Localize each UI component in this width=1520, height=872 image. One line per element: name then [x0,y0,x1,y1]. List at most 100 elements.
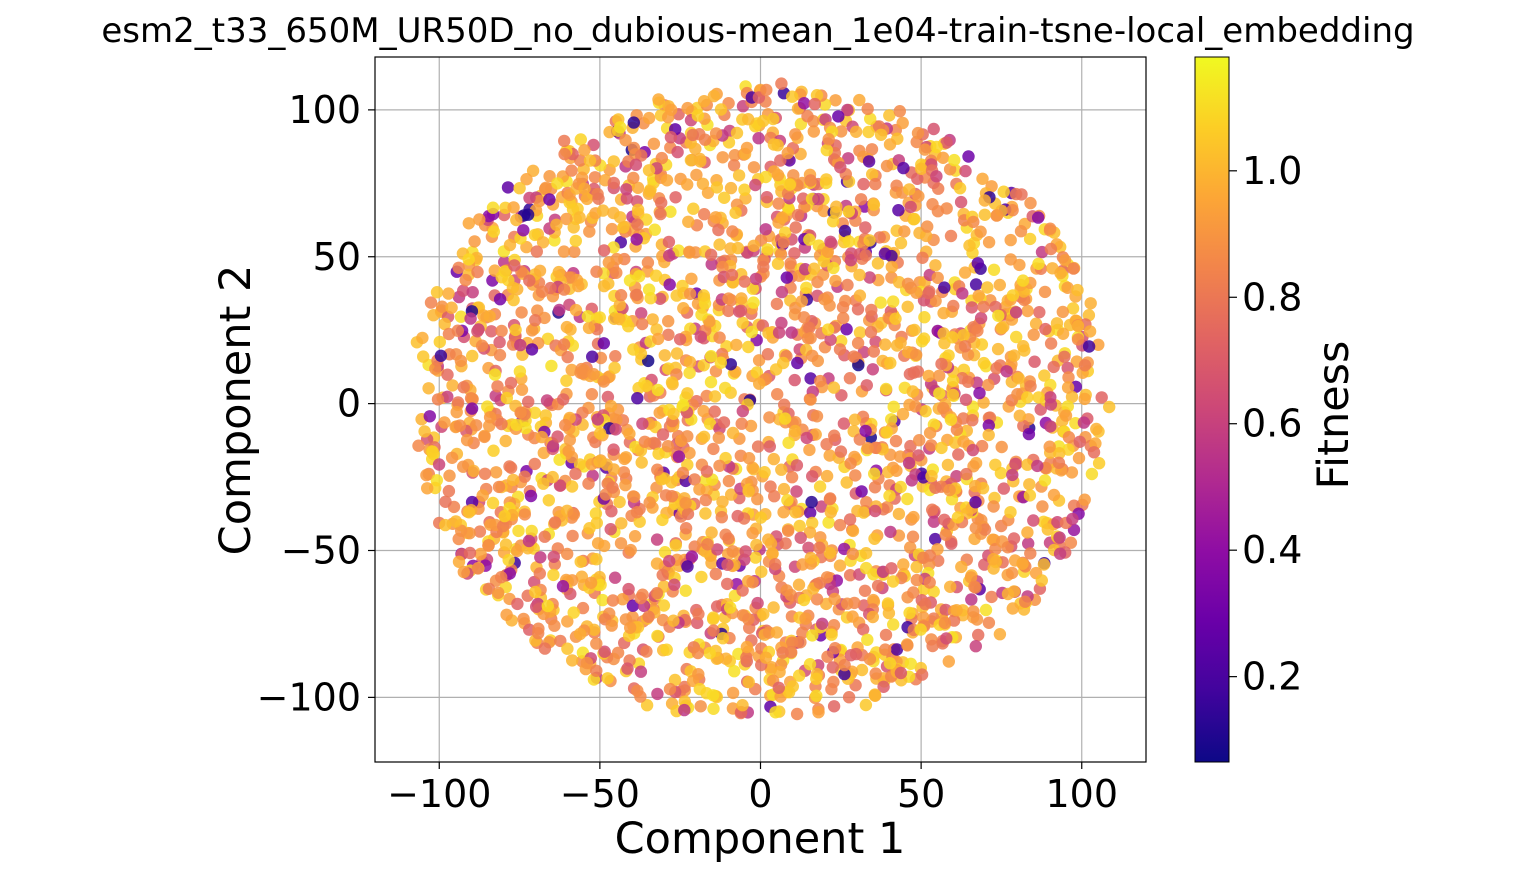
scatter-point [785,326,798,339]
scatter-point [804,174,817,187]
scatter-point [633,270,646,283]
scatter-point [463,546,477,560]
scatter-point [806,470,819,483]
scatter-point [767,452,780,466]
scatter-point [530,245,543,258]
scatter-point [471,265,484,279]
scatter-point [926,503,939,516]
scatter-point [486,274,499,287]
scatter-point [820,438,833,451]
scatter-point [1021,304,1034,318]
scatter-point [651,383,665,397]
scatter-point [959,164,972,178]
scatter-point [947,299,960,313]
scatter-point [736,316,749,329]
scatter-point [631,392,644,405]
scatter-point [497,519,510,533]
scatter-point [701,186,715,199]
scatter-point [952,448,965,461]
scatter-point [670,289,683,302]
scatter-point [896,407,910,421]
scatter-point [655,473,668,486]
scatter-point [971,257,984,270]
scatter-point [507,201,520,214]
scatter-point [478,467,492,480]
scatter-point [722,474,736,488]
scatter-point [941,458,955,472]
scatter-point [508,259,521,272]
scatter-point [578,144,591,157]
scatter-point [621,662,634,675]
scatter-point [907,510,920,524]
scatter-point [1062,371,1075,384]
scatter-point [804,372,817,385]
scatter-point [478,430,491,444]
scatter-point [530,600,543,613]
scatter-point [982,428,995,442]
scatter-point [449,515,463,528]
scatter-point [1067,523,1081,537]
scatter-point [663,249,676,262]
scatter-point [597,375,610,388]
scatter-point [557,245,571,258]
scatter-point [457,284,470,297]
scatter-point [721,558,734,571]
scatter-point [724,181,738,195]
scatter-point [538,311,551,325]
scatter-point [736,404,749,418]
scatter-point [971,324,984,337]
scatter-point [1082,340,1096,353]
scatter-point [797,593,811,607]
scatter-point [462,253,475,266]
scatter-point [493,293,507,306]
scatter-point [1044,420,1057,433]
scatter-point [463,527,476,540]
scatter-point [532,622,545,635]
scatter-point [933,387,946,400]
scatter-point [1027,514,1040,527]
scatter-point [797,311,811,324]
scatter-point [786,90,799,103]
scatter-point [564,587,577,601]
scatter-point [538,530,551,543]
scatter-point [948,153,961,167]
scatter-point [660,643,673,656]
scatter-point [795,295,808,308]
scatter-point [518,470,531,483]
scatter-point [763,440,776,453]
scatter-point [1035,574,1049,587]
scatter-point [582,477,595,490]
scatter-point [635,307,648,320]
scatter-point [416,331,429,345]
scatter-point [944,413,958,426]
scatter-point [736,584,749,597]
scatter-point [426,445,439,458]
scatter-point [804,331,817,345]
scatter-point [973,386,986,400]
x-axis-ticks: −100 −50 0 50 100 [387,762,1118,816]
scatter-point [855,485,868,498]
scatter-point [624,543,637,557]
scatter-point [746,461,759,474]
scatter-point [630,288,643,301]
scatter-point [992,309,1005,322]
scatter-point [827,700,841,713]
scatter-point [487,225,500,238]
scatter-point [851,336,865,350]
scatter-point [866,363,879,376]
scatter-point [598,645,611,658]
scatter-point [883,657,897,670]
scatter-point [605,619,618,632]
scatter-point [810,689,823,702]
scatter-point [451,396,465,409]
scatter-point [607,155,620,168]
scatter-point [1006,204,1019,217]
scatter-point [833,518,847,532]
scatter-point [1021,537,1035,550]
scatter-point [520,173,533,186]
scatter-point [591,537,605,550]
scatter-point [1044,242,1058,256]
scatter-point [789,506,802,519]
scatter-point [844,254,857,267]
scatter-point [546,470,559,484]
